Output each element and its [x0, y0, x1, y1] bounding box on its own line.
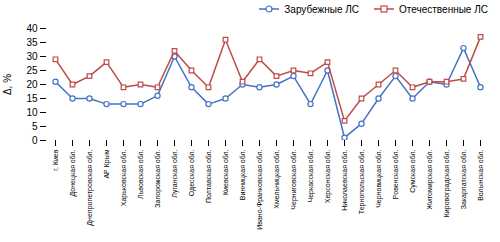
svg-text:Винницкая обл.: Винницкая обл. — [239, 149, 247, 200]
svg-text:30: 30 — [26, 51, 38, 62]
svg-text:Сумская обл.: Сумская обл. — [409, 149, 417, 192]
svg-text:10: 10 — [26, 107, 38, 118]
svg-text:Днепропетровская обл.: Днепропетровская обл. — [86, 149, 94, 225]
svg-text:Черниговская обл.: Черниговская обл. — [290, 149, 298, 209]
svg-text:Тернопольская обл.: Тернопольская обл. — [358, 149, 366, 214]
html-text:Зарубежные ЛС: Зарубежные ЛС — [284, 3, 359, 15]
svg-text:Хмельницкая обл.: Хмельницкая обл. — [273, 149, 281, 208]
svg-text:Ивано-Франковская обл.: Ивано-Франковская обл. — [256, 149, 264, 229]
svg-text:Полтавская обл.: Полтавская обл. — [205, 149, 212, 203]
svg-text:Херсонская обл.: Херсонская обл. — [324, 149, 332, 203]
svg-text:Донецкая обл.: Донецкая обл. — [69, 149, 77, 196]
svg-text:15: 15 — [26, 93, 38, 104]
svg-text:Львовская обл.: Львовская обл. — [137, 149, 144, 198]
svg-text:Запорожская обл.: Запорожская обл. — [154, 149, 162, 207]
svg-text:г. Киев: г. Киев — [52, 149, 59, 170]
svg-text:40: 40 — [26, 23, 38, 34]
svg-text:Черновицкая обл.: Черновицкая обл. — [375, 149, 383, 207]
svg-text:20: 20 — [26, 79, 38, 90]
svg-text:Закарпатская обл.: Закарпатская обл. — [460, 149, 468, 209]
svg-text:Δ, %: Δ, % — [2, 74, 13, 95]
svg-text:Житомирская обл.: Житомирская обл. — [426, 149, 434, 209]
svg-text:Харьковская обл.: Харьковская обл. — [120, 149, 128, 206]
svg-text:АР Крым: АР Крым — [103, 149, 111, 178]
html-text:Отечественные ЛС: Отечественные ЛС — [399, 3, 488, 15]
svg-text:5: 5 — [32, 121, 38, 132]
svg-text:Одесская обл.: Одесская обл. — [188, 149, 196, 196]
svg-text:0: 0 — [32, 135, 38, 146]
svg-text:Николаевская обл.: Николаевская обл. — [341, 149, 348, 210]
svg-text:Киевская обл.: Киевская обл. — [222, 149, 229, 195]
svg-text:25: 25 — [26, 65, 38, 76]
svg-text:35: 35 — [26, 37, 38, 48]
svg-text:Ровенская обл.: Ровенская обл. — [392, 149, 399, 199]
svg-text:Луганская обл.: Луганская обл. — [171, 149, 179, 197]
svg-text:Черкасская обл.: Черкасская обл. — [307, 149, 315, 202]
svg-text:Волынская обл.: Волынская обл. — [477, 149, 484, 200]
svg-text:Кировоградская обл.: Кировоградская обл. — [443, 149, 451, 217]
